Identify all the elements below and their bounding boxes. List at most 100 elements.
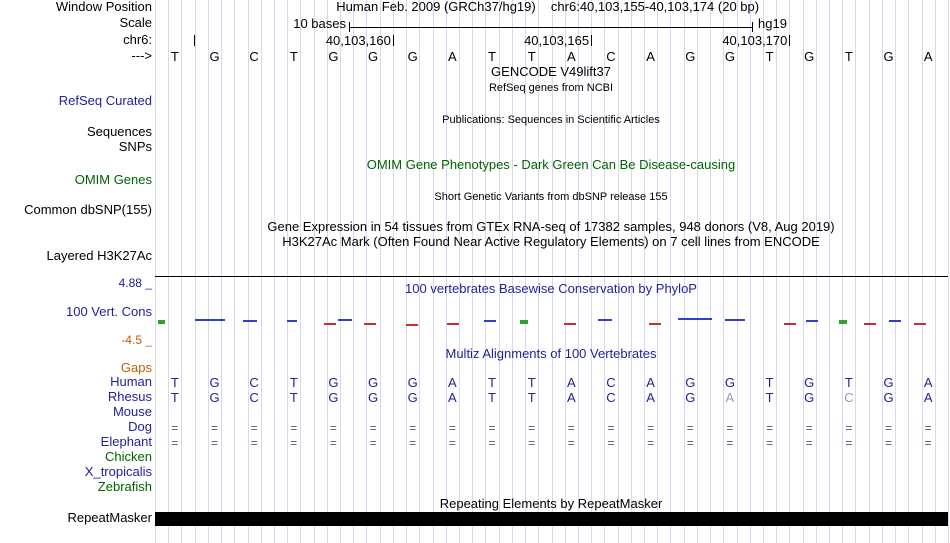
track-label-chrom[interactable]: chr6: bbox=[123, 32, 152, 47]
gridline bbox=[921, 0, 923, 543]
gridline bbox=[155, 0, 156, 543]
track-label-scale[interactable]: Scale bbox=[119, 15, 152, 30]
track-label-omim-genes[interactable]: OMIM Genes bbox=[74, 172, 152, 187]
track-label-common-dbsnp[interactable]: Common dbSNP(155) bbox=[24, 202, 152, 217]
gridline bbox=[868, 0, 870, 543]
repeatmasker-bar[interactable] bbox=[155, 512, 948, 526]
gridline bbox=[498, 0, 500, 543]
multiz-base-human: G bbox=[724, 375, 735, 390]
gridline bbox=[419, 0, 421, 543]
phylop-mark bbox=[447, 323, 459, 325]
sequence-base: C bbox=[249, 49, 259, 64]
gridline bbox=[736, 0, 738, 543]
track-label-window-position[interactable]: Window Position bbox=[55, 0, 152, 14]
track-label-phylop-min[interactable]: -4.5 _ bbox=[121, 333, 152, 347]
sequence-base: T bbox=[844, 49, 853, 64]
phylop-mark bbox=[649, 323, 661, 325]
multiz-base-human: A bbox=[923, 375, 933, 390]
gridline bbox=[432, 0, 434, 543]
gap-symbol-dog: = bbox=[488, 421, 496, 435]
track-label-sequences[interactable]: Sequences bbox=[86, 124, 152, 139]
track-title-h3k27ac-title[interactable]: H3K27Ac Mark (Often Found Near Active Re… bbox=[282, 234, 820, 249]
phylop-mark bbox=[195, 319, 225, 321]
gridline bbox=[234, 0, 236, 543]
track-label-phylop-max[interactable]: 4.88 _ bbox=[118, 276, 152, 290]
multiz-base-human: G bbox=[209, 375, 220, 390]
track-label-vert-cons[interactable]: 100 Vert. Cons bbox=[66, 304, 152, 319]
gap-symbol-elephant: = bbox=[924, 436, 932, 450]
track-title-refseq-desc[interactable]: RefSeq genes from NCBI bbox=[488, 82, 614, 94]
track-label-mouse[interactable]: Mouse bbox=[112, 404, 152, 419]
gridline bbox=[168, 0, 170, 543]
track-title-publications[interactable]: Publications: Sequences in Scientific Ar… bbox=[442, 114, 660, 126]
gap-symbol-dog: = bbox=[647, 421, 655, 435]
track-label-human[interactable]: Human bbox=[110, 374, 152, 389]
track-title-assembly[interactable]: Human Feb. 2009 (GRCh37/hg19) bbox=[336, 0, 536, 14]
track-label-snps[interactable]: SNPs bbox=[118, 139, 152, 154]
track-label-zebrafish[interactable]: Zebrafish bbox=[97, 479, 152, 494]
track-label-strand[interactable]: ---> bbox=[131, 48, 152, 63]
gap-symbol-dog: = bbox=[924, 421, 932, 435]
gridline bbox=[511, 0, 513, 543]
scale-bar-left-tick bbox=[349, 22, 350, 32]
track-title-dbsnp-desc[interactable]: Short Genetic Variants from dbSNP releas… bbox=[434, 191, 668, 203]
gridline bbox=[366, 0, 368, 543]
gridline bbox=[445, 0, 447, 543]
track-title-multiz-title[interactable]: Multiz Alignments of 100 Vertebrates bbox=[445, 346, 657, 361]
gap-symbol-dog: = bbox=[250, 421, 258, 435]
gridline bbox=[895, 0, 897, 543]
multiz-base-human: G bbox=[368, 375, 379, 390]
gap-symbol-elephant: = bbox=[567, 436, 575, 450]
track-title-gencode[interactable]: GENCODE V49lift37 bbox=[491, 64, 611, 79]
multiz-base-rhesus: A bbox=[448, 390, 457, 405]
multiz-base-human: C bbox=[606, 375, 616, 390]
phylop-mark bbox=[243, 320, 257, 322]
track-label-elephant[interactable]: Elephant bbox=[100, 434, 152, 449]
gridline bbox=[260, 0, 262, 543]
gap-symbol-dog: = bbox=[766, 421, 774, 435]
phylop-mark bbox=[364, 323, 376, 325]
multiz-base-human: G bbox=[328, 375, 339, 390]
multiz-base-human: T bbox=[844, 375, 853, 390]
phylop-mark bbox=[157, 320, 165, 324]
track-label-repeatmasker[interactable]: RepeatMasker bbox=[67, 510, 152, 525]
track-title-phylop-title[interactable]: 100 vertebrates Basewise Conservation by… bbox=[405, 281, 697, 296]
gridline bbox=[802, 0, 804, 543]
track-title-gtex-title[interactable]: Gene Expression in 54 tissues from GTEx … bbox=[267, 219, 835, 234]
multiz-base-rhesus: G bbox=[407, 390, 418, 405]
gridline bbox=[723, 0, 725, 543]
gridline bbox=[340, 0, 342, 543]
scale-bar-right-tick bbox=[752, 22, 753, 32]
gridline bbox=[657, 0, 659, 543]
track-label-x-tropicalis[interactable]: X_tropicalis bbox=[84, 464, 152, 479]
phylop-mark bbox=[784, 323, 796, 325]
track-title-repeat-title[interactable]: Repeating Elements by RepeatMasker bbox=[439, 496, 663, 511]
gap-symbol-dog: = bbox=[210, 421, 219, 435]
track-label-refseq-curated[interactable]: RefSeq Curated bbox=[58, 93, 152, 108]
gridline bbox=[617, 0, 619, 543]
multiz-base-rhesus: T bbox=[289, 390, 298, 405]
multiz-base-human: G bbox=[883, 375, 894, 390]
track-label-dog[interactable]: Dog bbox=[128, 419, 152, 434]
gridline bbox=[287, 0, 289, 543]
track-label-gaps[interactable]: Gaps bbox=[120, 360, 152, 375]
track-title-omim-title[interactable]: OMIM Gene Phenotypes - Dark Green Can Be… bbox=[366, 157, 736, 172]
gap-symbol-dog: = bbox=[329, 421, 337, 435]
gridline bbox=[300, 0, 302, 543]
track-label-layered-h3k27ac[interactable]: Layered H3K27Ac bbox=[46, 248, 152, 263]
gap-symbol-dog: = bbox=[726, 421, 734, 435]
gridline bbox=[881, 0, 883, 543]
phylop-mark bbox=[914, 323, 926, 325]
gap-symbol-dog: = bbox=[448, 421, 456, 435]
multiz-base-rhesus: G bbox=[328, 390, 339, 405]
gridline bbox=[472, 0, 474, 543]
track-title-position[interactable]: chr6:40,103,155-40,103,174 (20 bp) bbox=[550, 0, 760, 14]
track-label-chicken[interactable]: Chicken bbox=[105, 449, 152, 464]
gap-symbol-dog: = bbox=[528, 421, 536, 435]
phylop-mark bbox=[806, 320, 818, 322]
sequence-base: G bbox=[685, 49, 696, 64]
gridline bbox=[683, 0, 685, 543]
track-label-rhesus[interactable]: Rhesus bbox=[107, 389, 152, 404]
phylop-mark bbox=[564, 323, 576, 325]
multiz-base-rhesus: G bbox=[368, 390, 379, 405]
